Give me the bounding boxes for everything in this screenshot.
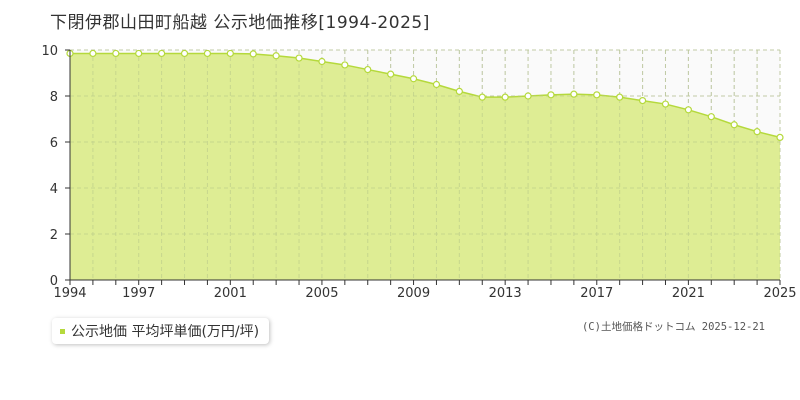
x-tick-label: 2025 [763,286,796,301]
data-point [226,49,234,58]
legend: 公示地価 平均坪単価(万円/坪) [52,318,270,344]
data-point [478,93,486,101]
data-point [501,93,509,101]
data-point [547,91,555,99]
x-tick-label: 2017 [580,286,613,301]
x-tick-label: 2001 [214,286,247,301]
data-point [455,87,463,96]
credit-text: (C)土地価格ドットコム 2025-12-21 [581,321,765,333]
data-point [387,70,395,78]
data-point [135,49,143,58]
legend-label: 公示地価 平均坪単価(万円/坪) [71,324,260,340]
legend-marker-icon [60,328,65,334]
x-tick-label: 2005 [305,286,338,301]
y-tick-label: 0 [50,274,58,289]
data-point [249,50,257,58]
y-tick-label: 6 [50,136,58,151]
data-point [272,52,280,60]
x-tick-label: 1994 [53,286,86,301]
data-point [409,75,418,83]
x-tick-label: 1997 [122,286,155,301]
data-point [341,61,349,69]
y-tick-label: 2 [50,228,58,243]
series-area [70,53,780,281]
data-point [707,113,715,121]
data-point [684,106,692,114]
data-point [203,49,212,58]
data-point [112,49,120,58]
chart-title: 下閉伊郡山田町船越 公示地価推移[1994-2025] [50,13,430,33]
data-point [158,49,166,58]
data-point [638,96,647,105]
data-point [432,80,441,89]
y-tick-label: 10 [41,44,58,59]
x-tick-label: 2021 [672,286,705,301]
data-point [593,91,601,99]
data-point [180,49,189,58]
data-point [753,128,761,136]
data-point [318,57,326,66]
x-tick-label: 2013 [489,286,522,301]
x-tick-label: 2009 [397,286,430,301]
y-tick-label: 8 [50,90,58,105]
data-point [524,92,532,100]
y-tick-label: 4 [50,182,58,197]
data-point [661,100,670,108]
data-point [570,90,578,98]
data-point [295,54,303,62]
area-chart: 0 2 4 6 8 10 1994 1997 2001 2005 2009 2013 2017 2021 2… [41,44,796,301]
data-point [730,121,738,129]
data-point [616,93,624,101]
data-point [89,49,97,58]
data-point [776,133,784,141]
data-point [364,65,372,74]
series-line [70,52,781,139]
